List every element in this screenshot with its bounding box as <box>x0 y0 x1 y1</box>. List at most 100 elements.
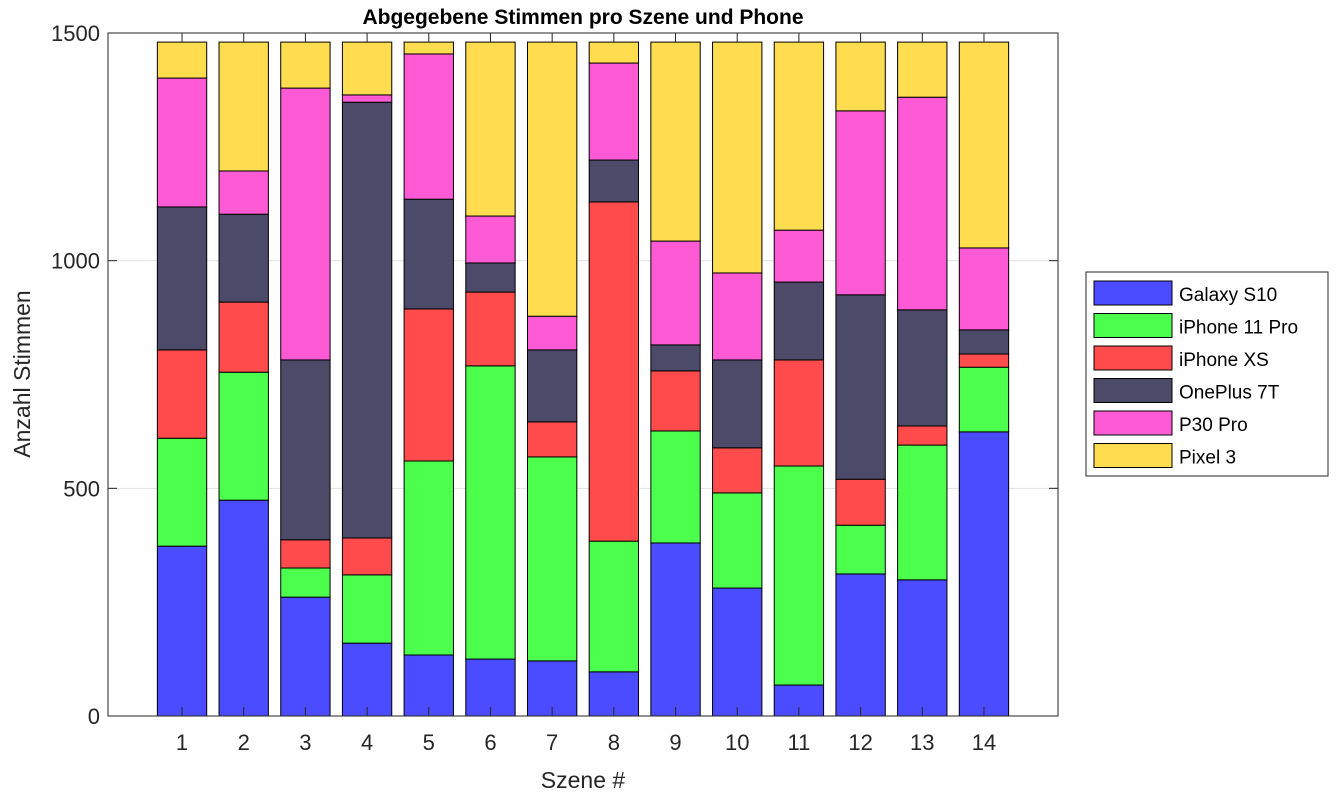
legend: Galaxy S10 iPhone 11 Pro iPhone XS OnePlus … <box>1085 271 1329 477</box>
bar-segment-galaxy-s10 <box>712 587 763 717</box>
bar-segment-galaxy-s10 <box>650 542 701 717</box>
x-axis-label: Szene # <box>541 767 626 793</box>
bar-segment-pixel-3 <box>403 41 454 55</box>
bar-segment-p30-pro <box>156 77 208 208</box>
bar-segment-p30-pro <box>280 87 331 361</box>
x-tick-label: 12 <box>848 730 872 755</box>
bar-segment-iphone-11-pro <box>712 492 763 589</box>
x-axis-ticks: 1 2 3 4 5 6 7 8 9 10 11 12 13 14 <box>176 33 996 755</box>
legend-swatch <box>1093 280 1173 306</box>
y-tick-label: 0 <box>88 704 100 729</box>
legend-swatch <box>1093 443 1173 468</box>
bar-segment-iphone-xs <box>588 201 640 542</box>
x-tick-label: 7 <box>546 730 558 755</box>
bar-segment-pixel-3 <box>958 41 1010 249</box>
legend-box <box>1085 271 1329 477</box>
legend-label: P30 Pro <box>1179 415 1248 436</box>
bar-segment-iphone-11-pro <box>588 540 640 673</box>
bar-segment-p30-pro <box>465 215 516 264</box>
bar-segment-p30-pro <box>403 53 454 200</box>
bar-segment-galaxy-s10 <box>403 654 454 717</box>
bar-segment-p30-pro <box>341 94 393 103</box>
bar-segment-pixel-3 <box>465 41 516 217</box>
bar-segment-iphone-11-pro <box>773 465 825 686</box>
bar-segment-iphone-11-pro <box>835 524 886 575</box>
bar-segment-iphone-11-pro <box>958 366 1010 433</box>
x-tick-label: 1 <box>176 730 188 755</box>
bar-segment-iphone-xs <box>897 425 948 446</box>
bar-segment-galaxy-s10 <box>341 642 393 717</box>
legend-label: iPhone 11 Pro <box>1179 318 1298 339</box>
y-axis-ticks: 0 500 1000 1500 <box>51 21 1058 729</box>
bar-segment-iphone-11-pro <box>403 460 454 656</box>
bar-segment-iphone-xs <box>156 349 208 439</box>
x-tick-label: 13 <box>910 730 934 755</box>
bar-segment-oneplus-7t <box>341 101 393 539</box>
bar-segment-pixel-3 <box>218 41 269 172</box>
x-tick-label: 8 <box>608 730 620 755</box>
bar-segment-iphone-11-pro <box>280 567 331 598</box>
bar-segment-p30-pro <box>835 110 886 296</box>
bar-segment-oneplus-7t <box>588 159 640 203</box>
bar-segment-iphone-xs <box>958 353 1010 368</box>
bar-segment-iphone-11-pro <box>897 444 948 581</box>
chart-title: Abgegebene Stimmen pro Szene und Phone <box>362 6 803 29</box>
bar-segment-oneplus-7t <box>958 329 1010 355</box>
bar-segment-oneplus-7t <box>218 213 269 303</box>
bar-segment-p30-pro <box>897 96 948 311</box>
bar-segment-iphone-xs <box>218 301 269 373</box>
bar-segment-iphone-xs <box>526 421 578 458</box>
bar-segment-oneplus-7t <box>835 294 886 480</box>
bar-segment-oneplus-7t <box>897 309 948 427</box>
legend-label: Pixel 3 <box>1179 448 1236 469</box>
legend-swatch <box>1093 410 1173 436</box>
bar-segment-p30-pro <box>650 240 701 346</box>
bar-segment-iphone-11-pro <box>650 430 701 544</box>
y-tick-label: 1000 <box>51 249 100 274</box>
x-tick-label: 4 <box>361 730 373 755</box>
x-tick-label: 6 <box>484 730 496 755</box>
bar-segment-pixel-3 <box>526 41 578 317</box>
bar-segment-p30-pro <box>526 315 578 351</box>
legend-label: OnePlus 7T <box>1179 383 1280 404</box>
x-tick-label: 3 <box>299 730 311 755</box>
bar-segment-p30-pro <box>218 170 269 215</box>
bar-segment-galaxy-s10 <box>218 499 269 717</box>
legend-label: iPhone XS <box>1179 350 1269 371</box>
x-tick-label: 5 <box>423 730 435 755</box>
x-tick-label: 9 <box>669 730 681 755</box>
plot-area-border <box>107 32 1059 717</box>
bar-segment-pixel-3 <box>712 41 763 274</box>
bar-segment-galaxy-s10 <box>156 545 208 717</box>
legend-swatch <box>1093 313 1173 338</box>
y-tick-label: 500 <box>63 476 100 501</box>
bar-segment-p30-pro <box>712 272 763 361</box>
x-tick-label: 14 <box>972 730 996 755</box>
bar-segment-iphone-11-pro <box>465 365 516 660</box>
bar-segment-iphone-xs <box>403 308 454 462</box>
bar-segment-iphone-11-pro <box>218 371 269 501</box>
bar-segment-pixel-3 <box>897 41 948 98</box>
bar-segment-iphone-xs <box>712 447 763 494</box>
bar-segment-pixel-3 <box>650 41 701 242</box>
bar-segment-iphone-xs <box>773 359 825 467</box>
bar-segment-iphone-11-pro <box>341 574 393 644</box>
bar-segment-pixel-3 <box>773 41 825 231</box>
bar-segment-iphone-xs <box>650 370 701 432</box>
bar-segment-galaxy-s10 <box>835 573 886 717</box>
legend-label: Galaxy S10 <box>1179 285 1277 306</box>
bar-segment-oneplus-7t <box>403 198 454 310</box>
bar-segment-pixel-3 <box>588 41 640 64</box>
bar-segment-galaxy-s10 <box>280 596 331 717</box>
bars <box>156 41 1010 717</box>
bar-segment-galaxy-s10 <box>897 579 948 717</box>
x-tick-label: 10 <box>725 730 749 755</box>
bar-segment-p30-pro <box>958 247 1010 331</box>
bar-segment-pixel-3 <box>341 41 393 96</box>
bar-segment-oneplus-7t <box>526 349 578 423</box>
bar-segment-oneplus-7t <box>280 359 331 541</box>
bar-segment-iphone-xs <box>465 291 516 367</box>
x-tick-label: 11 <box>787 730 810 755</box>
bar-segment-oneplus-7t <box>156 206 208 351</box>
bar-segment-p30-pro <box>773 229 825 283</box>
